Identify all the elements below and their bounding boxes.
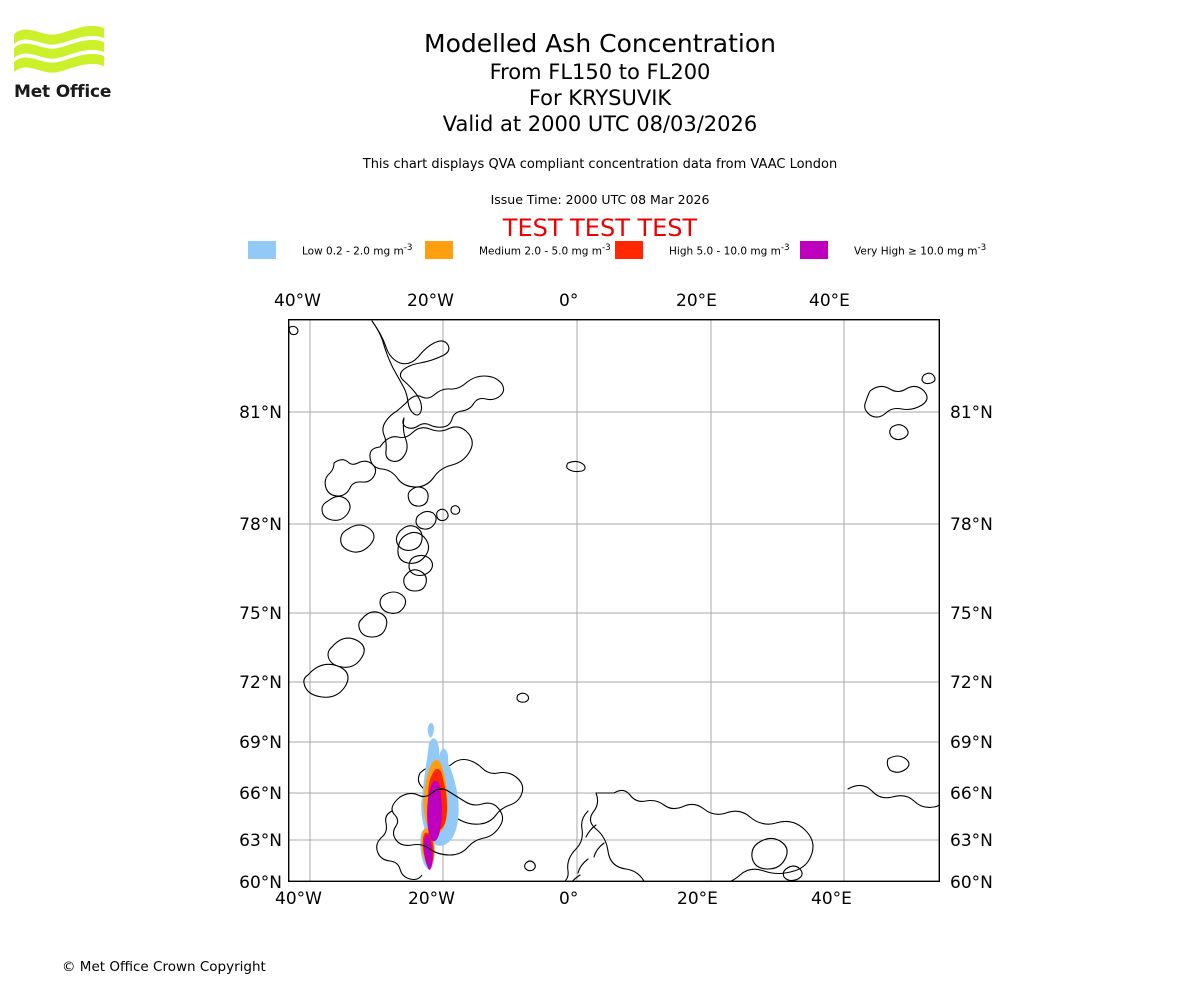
page-title: Modelled Ash Concentration From FL150 to… — [0, 28, 1200, 137]
lat-tick-right-66n: 66°N — [950, 784, 993, 804]
coastline-faroe — [524, 860, 536, 872]
coastline-jan-mayen — [516, 692, 530, 703]
coastline-greenland-mid — [382, 375, 505, 462]
lat-tick-right-78n: 78°N — [950, 515, 993, 535]
lon-tick-top-0: 0° — [559, 291, 579, 311]
lon-tick-bottom-20e: 20°E — [677, 889, 718, 909]
lat-tick-right-69n: 69°N — [950, 733, 993, 753]
legend-item-medium: Medium 2.0 - 5.0 mg m-3 — [425, 240, 611, 260]
lat-tick-right-81n: 81°N — [950, 403, 993, 423]
lon-tick-bottom-0: 0° — [559, 889, 579, 909]
legend-item-very-high: Very High ≥ 10.0 mg m-3 — [800, 240, 986, 260]
lon-tick-bottom-40e: 40°E — [811, 889, 852, 909]
coastline-iceland-overlay — [376, 788, 504, 881]
title-line-4: Valid at 2000 UTC 08/03/2026 — [442, 112, 758, 136]
lon-tick-top-20w: 20°W — [407, 291, 454, 311]
lat-tick-right-60n: 60°N — [950, 873, 993, 893]
concentration-legend: Low 0.2 - 2.0 mg m-3 Medium 2.0 - 5.0 mg… — [248, 240, 1008, 260]
coastline-svalbard-edgeoya — [397, 531, 430, 564]
ash-plume — [420, 723, 459, 870]
lon-tick-top-40w: 40°W — [274, 291, 321, 311]
lon-tick-top-20e: 20°E — [676, 291, 717, 311]
lat-tick-left-63n: 63°N — [239, 831, 282, 851]
legend-label-low: Low 0.2 - 2.0 mg m-3 — [302, 242, 413, 258]
plume-contour-low — [427, 723, 434, 738]
lat-tick-left-81n: 81°N — [239, 403, 282, 423]
met-office-logo: Met Office — [14, 24, 134, 114]
coastline-scandinavia — [589, 789, 814, 882]
legend-label-high: High 5.0 - 10.0 mg m-3 — [669, 242, 790, 258]
lat-tick-left-69n: 69°N — [239, 733, 282, 753]
legend-item-low: Low 0.2 - 2.0 mg m-3 — [248, 240, 412, 260]
coastline-kola-novaya — [847, 755, 940, 808]
map-border — [288, 319, 940, 882]
test-banner: TEST TEST TEST — [502, 214, 698, 242]
coastline-svalbard-islets — [436, 460, 586, 522]
lat-tick-left-75n: 75°N — [239, 604, 282, 624]
coastline-greenland-south — [303, 486, 437, 698]
title-line-1: Modelled Ash Concentration — [424, 29, 776, 58]
lat-tick-right-72n: 72°N — [950, 673, 993, 693]
coastline-svalbard-spitsbergen — [369, 426, 473, 488]
coastline-greenland — [288, 320, 450, 416]
legend-label-very-high: Very High ≥ 10.0 mg m-3 — [854, 242, 987, 258]
lat-tick-left-72n: 72°N — [239, 673, 282, 693]
map-canvas — [288, 319, 940, 882]
coastline-norway-fjords — [563, 810, 605, 882]
legend-label-medium: Medium 2.0 - 5.0 mg m-3 — [479, 242, 611, 258]
lon-tick-bottom-40w: 40°W — [275, 889, 322, 909]
lat-tick-left-66n: 66°N — [239, 784, 282, 804]
legend-swatch-medium — [425, 241, 453, 259]
plume-contour-very-high-tail — [423, 834, 433, 870]
coastline-white-sea — [751, 837, 803, 882]
graticule-gridlines — [288, 319, 940, 882]
copyright-notice: © Met Office Crown Copyright — [62, 959, 266, 975]
legend-item-high: High 5.0 - 10.0 mg m-3 — [615, 240, 790, 260]
title-line-3: For KRYSUVIK — [528, 86, 672, 110]
coastline-svalbard-west — [321, 459, 377, 553]
legend-swatch-high — [615, 241, 643, 259]
title-line-2: From FL150 to FL200 — [489, 60, 711, 84]
qva-note: This chart displays QVA compliant concen… — [362, 157, 838, 172]
lon-tick-top-40e: 40°E — [809, 291, 850, 311]
lat-tick-right-63n: 63°N — [950, 831, 993, 851]
met-office-wave-icon — [14, 25, 104, 73]
legend-swatch-low — [248, 241, 276, 259]
ash-concentration-map — [288, 319, 940, 882]
lat-tick-left-60n: 60°N — [239, 873, 282, 893]
coastline-franz-josef-land — [864, 372, 936, 441]
legend-swatch-very-high — [800, 241, 828, 259]
lat-tick-left-78n: 78°N — [239, 515, 282, 535]
met-office-wordmark: Met Office — [14, 82, 112, 102]
lon-tick-bottom-20w: 20°W — [408, 889, 455, 909]
plume-contour-very-high — [427, 781, 442, 842]
lat-tick-right-75n: 75°N — [950, 604, 993, 624]
issue-time: Issue Time: 2000 UTC 08 Mar 2026 — [490, 192, 710, 207]
